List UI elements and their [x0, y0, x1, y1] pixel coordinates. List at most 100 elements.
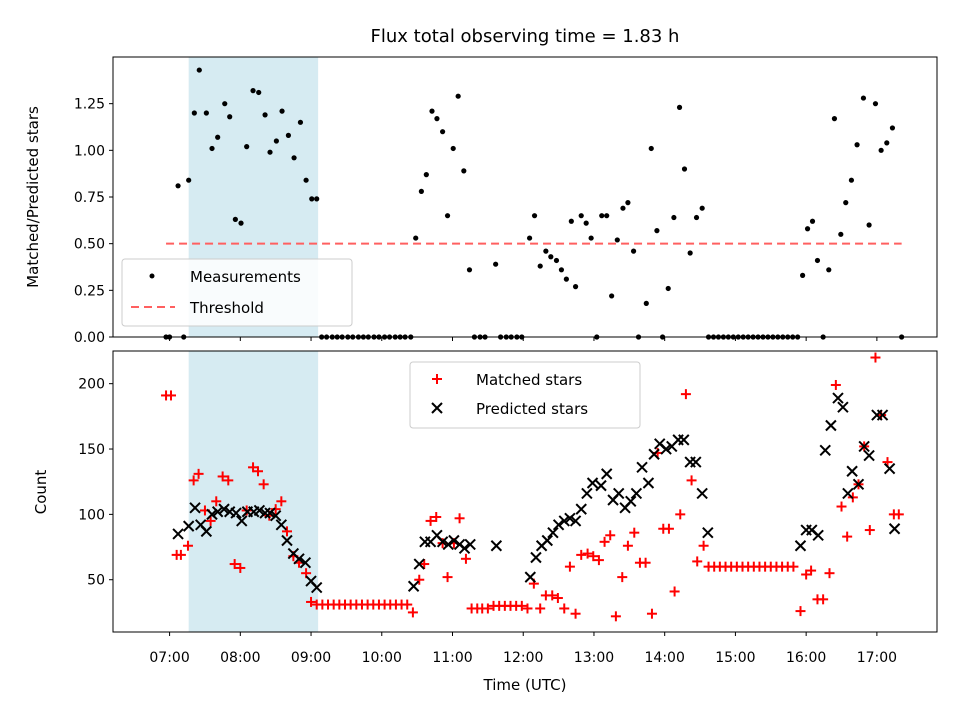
measurement-point [648, 145, 654, 152]
matched-star-point [788, 561, 799, 572]
measurement-point [676, 104, 683, 110]
predicted-star-point [690, 456, 702, 468]
x-tick-label: 13:00 [574, 650, 614, 666]
predicted-star-point [581, 487, 593, 500]
matched-star-point [675, 509, 686, 520]
x-tick-label: 09:00 [291, 650, 331, 666]
predicted-star-point [230, 507, 242, 519]
matched-star-point [442, 572, 453, 583]
chart-title: Flux total observing time = 1.83 h [371, 26, 680, 47]
predicted-star-point [832, 392, 844, 404]
ratio-legend-box [121, 258, 353, 327]
predicted-star-point [189, 502, 201, 514]
predicted-star-point [569, 515, 582, 527]
predicted-star-point [630, 487, 643, 500]
predicted-star-point [436, 536, 449, 548]
measurement-point [413, 235, 419, 241]
predicted-star-point [281, 534, 293, 547]
predicted-star-point [464, 538, 476, 551]
count-legend: Matched stars Predicted stars [409, 361, 641, 429]
measurement-point [285, 132, 292, 138]
ratio-y-tick-label: 1.00 [74, 143, 105, 159]
predicted-star-point [863, 449, 875, 462]
measurement-point [854, 142, 860, 148]
predicted-star-point [858, 440, 870, 453]
matched-star-point [454, 513, 465, 524]
matched-star-point [893, 509, 904, 520]
ratio-y-tick-label: 0.00 [74, 330, 105, 346]
matched-star-point [535, 603, 546, 614]
x-tick-label: 12:00 [503, 650, 543, 666]
predicted-star-point [876, 409, 889, 421]
matched-star-point [686, 475, 697, 486]
measurement-point [620, 205, 626, 211]
matched-star-point [646, 608, 657, 619]
measurement-point [191, 110, 197, 116]
matched-star-point [680, 389, 691, 400]
legend-threshold-label: Threshold [189, 299, 264, 317]
predicted-star-point [575, 503, 587, 515]
matched-star-point [842, 531, 853, 542]
matched-star-point [223, 475, 234, 486]
ratio-y-tick-label: 0.25 [74, 283, 105, 299]
predicted-star-point [636, 461, 648, 474]
measurement-point [262, 112, 268, 118]
count-y-tick-label: 50 [87, 573, 105, 589]
count-y-tick-label: 100 [78, 507, 105, 523]
measurement-point [665, 285, 671, 292]
predicted-star-point [600, 468, 613, 480]
measurement-point [558, 267, 565, 273]
measurement-point [578, 213, 584, 219]
measurement-point [568, 218, 574, 224]
matched-star-point [165, 390, 176, 401]
matched-star-point [564, 561, 575, 572]
matched-star-point [663, 523, 674, 534]
measurement-point [654, 228, 660, 234]
predicted-star-point [413, 558, 425, 570]
matched-star-point [864, 525, 875, 536]
x-axis-label: Time (UTC) [483, 676, 567, 694]
predicted-star-point [182, 520, 195, 532]
count-legend-box [409, 361, 641, 429]
measurement-point [848, 177, 855, 183]
matched-star-points [161, 352, 904, 622]
matched-star-point [402, 599, 413, 610]
matched-star-point [818, 594, 829, 605]
count-y-ticks: 50 100 150 200 [78, 377, 113, 589]
ratio-x-ticks [169, 337, 878, 341]
predicted-star-point [625, 495, 637, 508]
matched-star-point [460, 553, 471, 564]
matched-star-point [552, 593, 563, 604]
matched-star-point [547, 590, 558, 601]
predicted-star-point [310, 581, 323, 594]
predicted-star-point [595, 479, 607, 492]
measurement-point [572, 284, 579, 290]
measurement-point [531, 213, 538, 219]
matched-star-point [431, 511, 442, 522]
measurement-point [279, 108, 285, 114]
predicted-star-point [660, 443, 672, 455]
predicted-star-point [564, 512, 576, 525]
matched-star-point [235, 562, 246, 573]
measurement-point [563, 276, 569, 282]
predicted-star-point [524, 571, 537, 583]
measurement-point [423, 172, 429, 178]
measurement-point [878, 147, 884, 153]
measurement-point [273, 138, 279, 144]
predicted-star-point [293, 553, 305, 565]
predicted-star-point [842, 487, 854, 500]
measurement-point [222, 101, 228, 107]
matched-star-point [193, 468, 204, 479]
matched-star-point [836, 501, 847, 512]
measurement-point [450, 145, 456, 152]
measurement-point [309, 196, 315, 202]
predicted-star-points [172, 392, 901, 594]
matched-star-point [482, 603, 493, 614]
count-panel: 50 100 150 200 07:00 08:00 09:00 10:00 11:00 12:… [32, 350, 938, 694]
predicted-star-point [852, 478, 865, 491]
predicted-star-point [206, 508, 218, 521]
measurement-point [227, 114, 233, 120]
predicted-star-point [846, 465, 858, 477]
matched-star-point [522, 603, 533, 614]
